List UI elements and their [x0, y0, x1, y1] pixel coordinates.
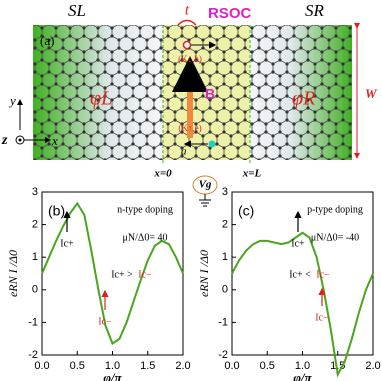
- annotation: Ic+ <: [289, 269, 311, 280]
- annotation: Ic−: [316, 269, 330, 280]
- y-tick-label: 3: [32, 186, 38, 198]
- annotation: Ic−: [315, 312, 329, 323]
- phase-left: φL: [90, 88, 112, 110]
- phase-right: φR: [292, 88, 315, 110]
- y-tick-label: 2: [32, 219, 38, 231]
- hopping: t: [185, 2, 190, 18]
- lattice-constant: a: [181, 146, 187, 158]
- ground: [199, 194, 211, 207]
- x-tick-label: 1.5: [140, 360, 155, 372]
- y-tick-label: 1: [222, 251, 228, 263]
- x-tick-label: 0.0: [224, 360, 239, 372]
- left-lead: SL: [68, 1, 86, 20]
- electron: [208, 140, 216, 148]
- annotation: Ic+ >: [111, 269, 133, 280]
- curve: [231, 231, 374, 378]
- z-dot: [18, 138, 22, 142]
- x-tick-label: 1.0: [105, 360, 120, 372]
- y-tick-label: 1: [32, 251, 38, 263]
- annotation: μN/Δ0= 40: [123, 232, 168, 243]
- right-lead: SR: [305, 1, 325, 20]
- axis-z-label: z: [1, 133, 8, 148]
- right-edge: x=L: [242, 168, 262, 180]
- width: W: [365, 86, 378, 101]
- annotation: Ic+: [60, 238, 74, 249]
- schematic: SL t RSOC SR (a) φL φR B W (K↓,h) (K↑,e)…: [1, 1, 378, 207]
- annotation: Ic−: [98, 316, 112, 327]
- rsoc: RSOC: [208, 5, 252, 22]
- x-tick-label: 2.0: [365, 360, 380, 372]
- hopping-arc: [177, 19, 197, 26]
- y-axis-label: eRN I /Δ0: [197, 250, 211, 297]
- annotation: μN/Δ0= -40: [311, 232, 359, 243]
- panel-label: (c): [238, 203, 254, 219]
- hole: [182, 40, 192, 50]
- y-axis-label: eRN I /Δ0: [6, 250, 20, 297]
- y-tick-label: -2: [218, 349, 228, 361]
- x-axis-label: φ/π: [293, 370, 312, 381]
- x-tick-label: 1.0: [295, 360, 310, 372]
- annotation: p-type doping: [307, 204, 363, 215]
- left-edge: x=0: [153, 168, 172, 180]
- x-axis-label: φ/π: [103, 370, 122, 381]
- y-tick-label: 2: [222, 219, 228, 231]
- hole-state: (K↓,h): [178, 54, 202, 64]
- annotation: Ic−: [138, 269, 152, 280]
- x-tick-label: 0.0: [34, 360, 49, 372]
- panel-label: (b): [48, 203, 65, 219]
- axis-y-label: y: [8, 93, 16, 108]
- y-tick-label: -2: [28, 349, 38, 361]
- x-tick-label: 0.5: [260, 360, 275, 372]
- y-tick-label: 0: [222, 284, 228, 296]
- y-tick-label: 3: [222, 186, 228, 198]
- y-tick-label: 0: [32, 284, 38, 296]
- x-tick-label: 0.5: [70, 360, 85, 372]
- y-tick-label: -1: [28, 316, 38, 328]
- y-tick-label: -1: [218, 316, 228, 328]
- annotation: n-type doping: [117, 204, 173, 215]
- panel-label: (a): [40, 33, 54, 48]
- annotation: Ic+: [291, 238, 305, 249]
- axis-x-label: x: [51, 133, 58, 148]
- electron-state: (K↑,e): [178, 123, 201, 133]
- curve: [41, 201, 184, 346]
- gate: Vg: [199, 179, 212, 191]
- x-tick-label: 2.0: [175, 360, 190, 372]
- field: B: [205, 86, 215, 102]
